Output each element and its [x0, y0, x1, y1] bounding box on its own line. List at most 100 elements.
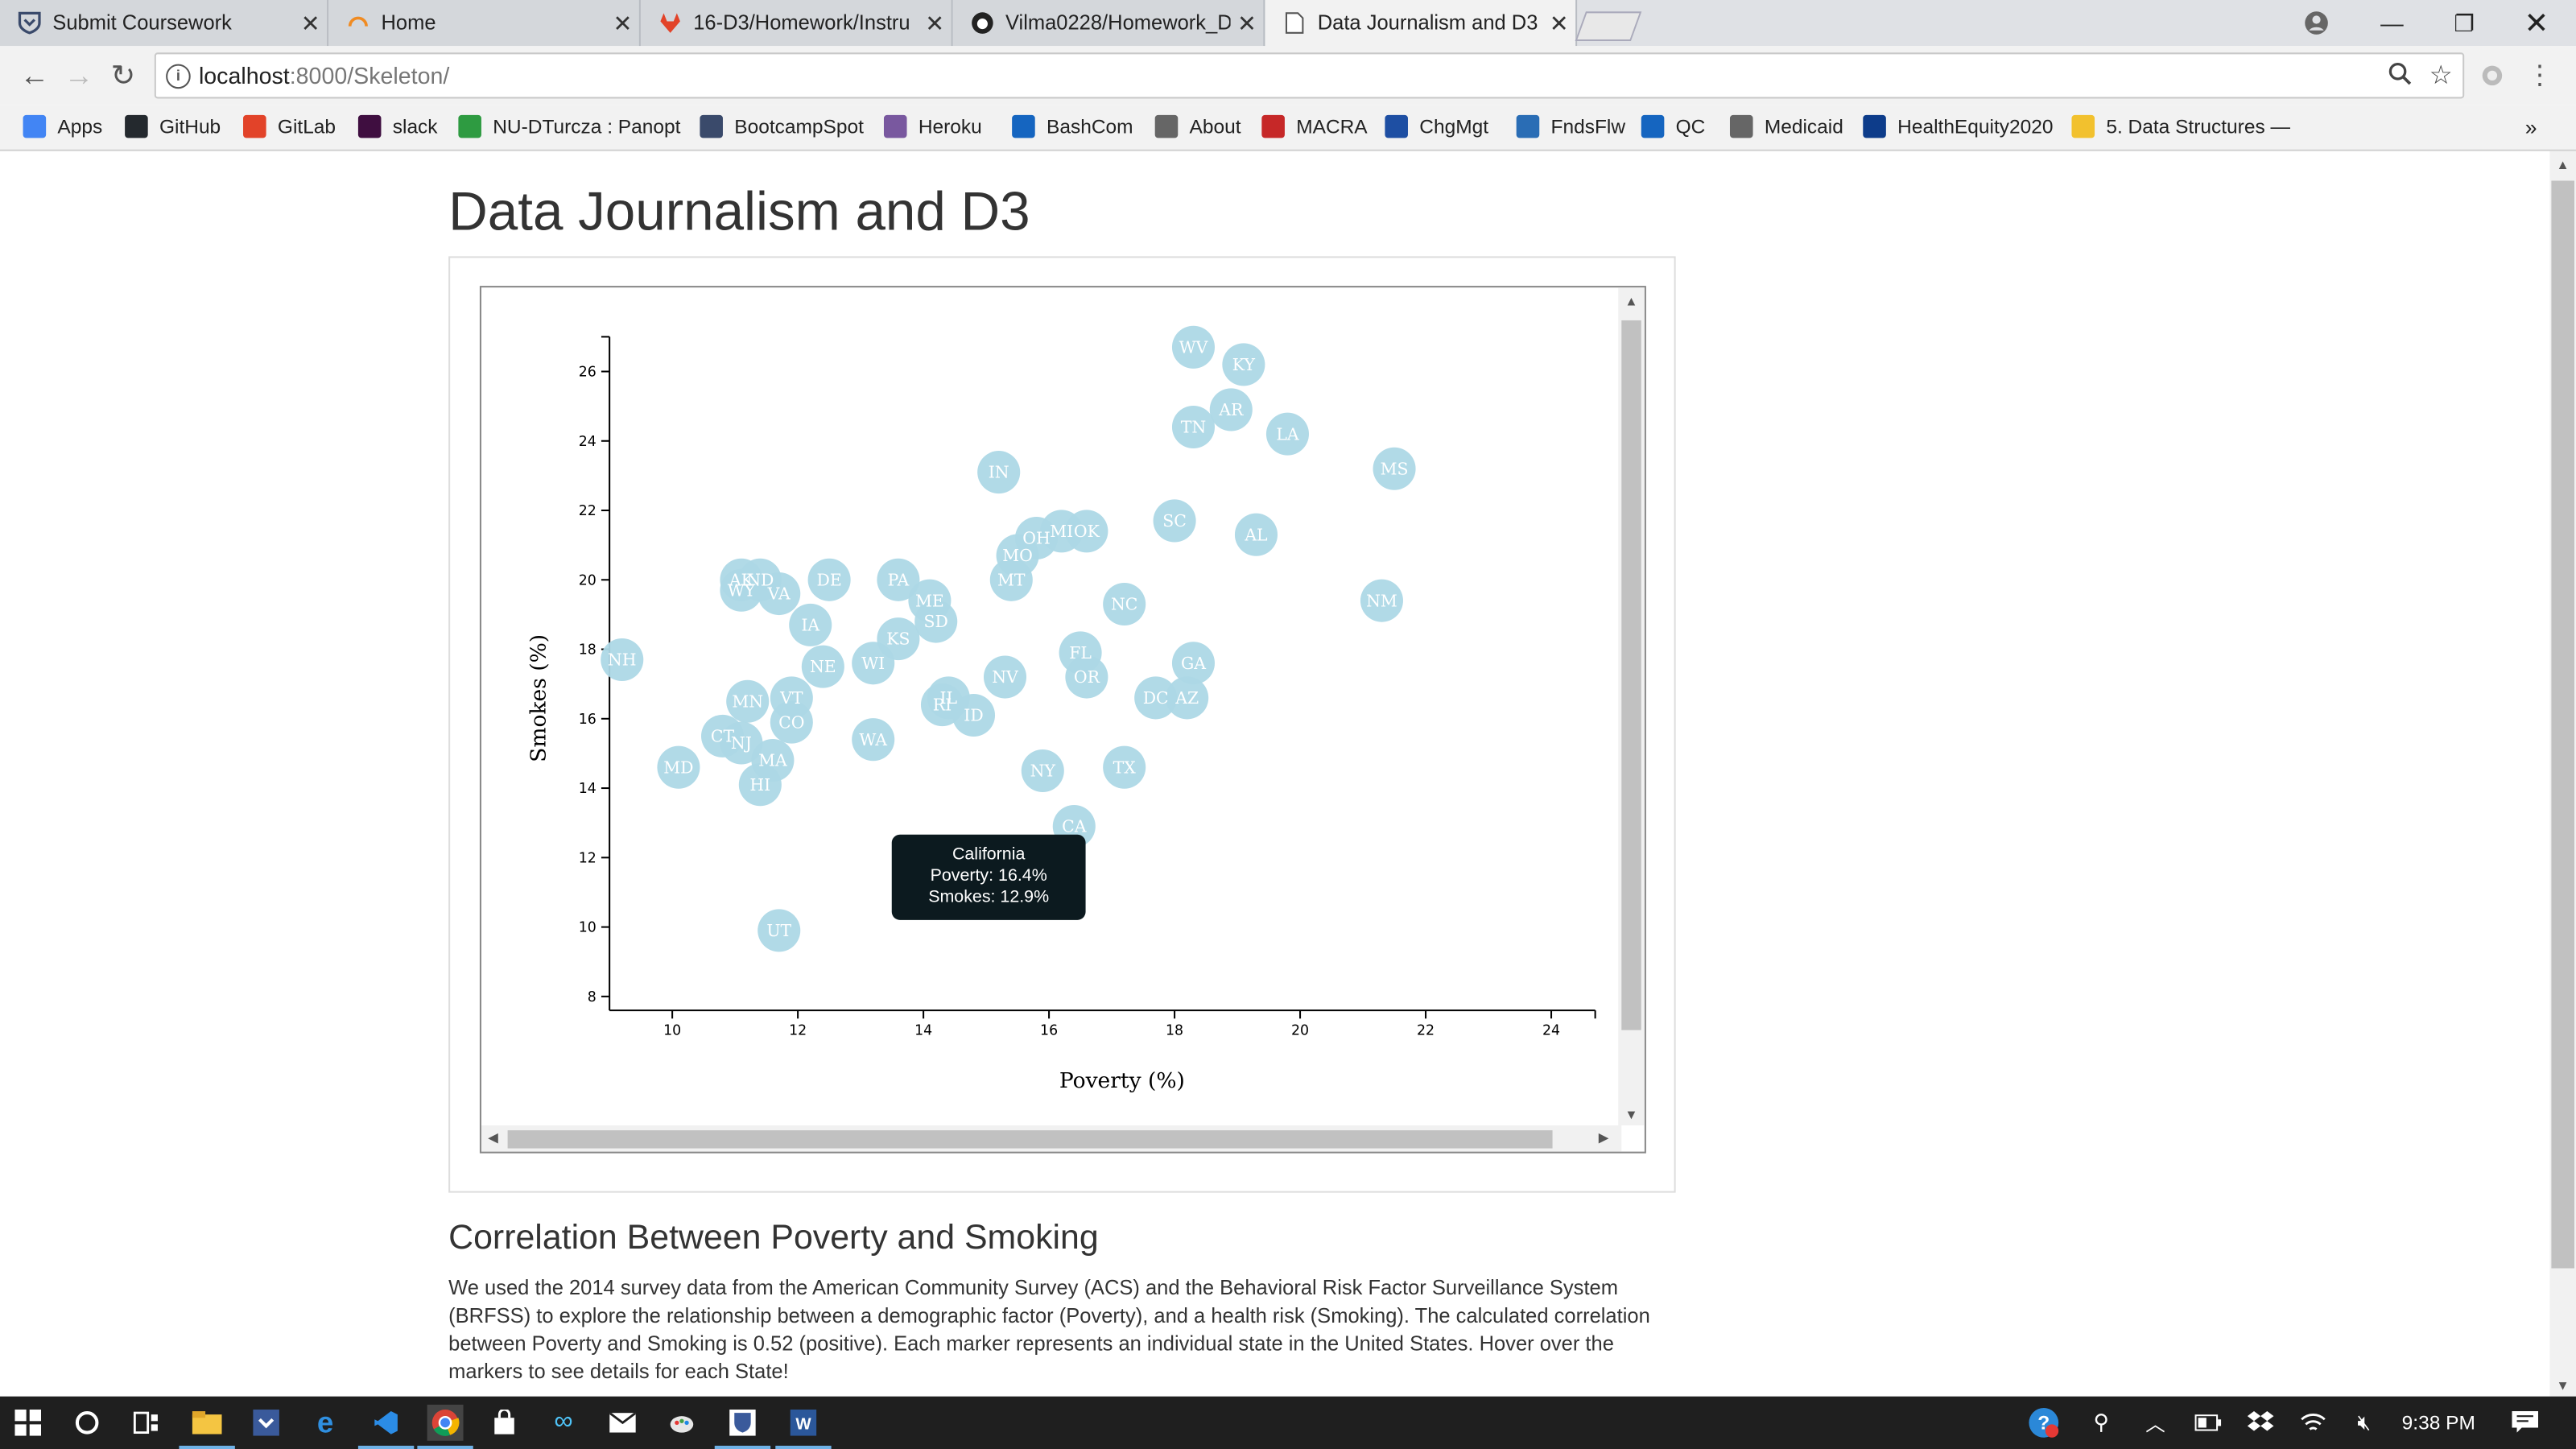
scroll-right-arrow-icon[interactable]: ▶	[1598, 1130, 1609, 1146]
bookmark-about[interactable]: About	[1154, 114, 1241, 138]
close-tab-icon[interactable]: ✕	[925, 9, 945, 35]
state-marker-ok[interactable]	[1065, 510, 1108, 553]
help-badge-icon[interactable]: ?	[2025, 1405, 2062, 1441]
file-explorer-icon[interactable]	[179, 1405, 235, 1449]
scroll-down-arrow-icon[interactable]: ▼	[2556, 1378, 2570, 1393]
bookmark-gitlab[interactable]: GitLab	[243, 114, 336, 138]
state-marker-ar[interactable]	[1209, 388, 1253, 431]
shopping-bag-icon[interactable]	[486, 1405, 522, 1441]
task-view-icon[interactable]	[128, 1405, 164, 1441]
state-marker-mn[interactable]	[726, 679, 770, 723]
restore-icon[interactable]: ❐	[2454, 9, 2475, 35]
bookmark-star-icon[interactable]: ☆	[2429, 62, 2453, 91]
page-scrollbar[interactable]: ▲ ▼	[2549, 151, 2576, 1397]
state-marker-nv[interactable]	[983, 655, 1027, 699]
chart-vertical-scrollbar[interactable]: ▲ ▼	[1618, 287, 1645, 1125]
state-marker-nh[interactable]	[601, 638, 644, 682]
windows-start-icon[interactable]	[10, 1405, 46, 1441]
state-marker-wy[interactable]	[720, 568, 763, 612]
paint-app-icon[interactable]	[663, 1405, 700, 1441]
tab-gitlab-instructions[interactable]: 16-D3/Homework/Instru ✕	[640, 0, 953, 47]
state-marker-sc[interactable]	[1153, 499, 1196, 543]
state-marker-wv[interactable]	[1171, 325, 1216, 369]
minimize-icon[interactable]: —	[2380, 10, 2404, 36]
bookmark-nu-dturcza-panopt[interactable]: NU-DTurcza : Panopt	[458, 114, 680, 138]
bookmark-macra[interactable]: MACRA	[1261, 114, 1368, 138]
bookmarks-overflow-icon[interactable]: »	[2524, 114, 2537, 140]
bookmark-healthequity2020[interactable]: HealthEquity2020	[1863, 114, 2053, 138]
extension-icon[interactable]	[2474, 57, 2510, 93]
state-marker-ky[interactable]	[1222, 343, 1265, 386]
state-marker-dc[interactable]	[1134, 676, 1178, 720]
tab-submit-coursework[interactable]: Submit Coursework ✕	[0, 0, 329, 47]
state-marker-ga[interactable]	[1171, 642, 1216, 685]
url-text[interactable]: localhost:8000/Skeleton/	[199, 63, 449, 89]
zoom-magnifier-icon[interactable]	[2387, 61, 2413, 94]
wifi-icon[interactable]	[2295, 1405, 2331, 1441]
state-marker-ia[interactable]	[789, 603, 832, 646]
tab-data-journalism[interactable]: Data Journalism and D3 ✕	[1265, 0, 1578, 47]
state-marker-ms[interactable]	[1373, 447, 1416, 490]
scroll-thumb[interactable]	[1621, 320, 1641, 1030]
reload-icon[interactable]: ↻	[110, 58, 136, 92]
forward-arrow-icon[interactable]: →	[64, 58, 94, 92]
volume-muted-icon[interactable]: 🔇︎	[2357, 1410, 2372, 1435]
state-marker-va[interactable]	[758, 572, 801, 616]
state-marker-id[interactable]	[952, 693, 996, 737]
scroll-down-arrow-icon[interactable]: ▼	[1624, 1107, 1638, 1122]
back-arrow-icon[interactable]: ←	[19, 58, 50, 92]
profile-icon[interactable]	[2281, 0, 2353, 46]
new-tab-button[interactable]	[1575, 11, 1642, 42]
state-marker-az[interactable]	[1166, 676, 1209, 720]
state-marker-ny[interactable]	[1021, 749, 1064, 793]
state-marker-mt[interactable]	[989, 558, 1033, 601]
bookmark-github[interactable]: GitHub	[125, 114, 221, 138]
edge-browser-icon[interactable]: e	[316, 1405, 334, 1439]
scroll-up-arrow-icon[interactable]: ▲	[1624, 294, 1638, 309]
bookmark-qc[interactable]: QC	[1641, 114, 1705, 138]
scroll-thumb[interactable]	[507, 1130, 1553, 1149]
state-marker-ne[interactable]	[801, 645, 844, 688]
state-marker-md[interactable]	[657, 745, 700, 789]
state-marker-tx[interactable]	[1103, 745, 1146, 789]
state-marker-de[interactable]	[807, 558, 851, 601]
bookmark-apps[interactable]: Apps	[23, 114, 103, 138]
state-marker-wa[interactable]	[852, 718, 895, 762]
scroll-left-arrow-icon[interactable]: ◀	[488, 1130, 498, 1146]
state-marker-nm[interactable]	[1360, 579, 1403, 622]
dropbox-icon[interactable]	[2243, 1405, 2279, 1441]
store-shield-icon[interactable]	[248, 1405, 284, 1441]
state-marker-sd[interactable]	[914, 600, 958, 643]
chrome-icon[interactable]	[417, 1404, 473, 1449]
people-icon[interactable]: ⚲	[2093, 1410, 2109, 1435]
bootcamp-shield-icon[interactable]	[714, 1405, 771, 1449]
state-marker-wi[interactable]	[852, 642, 895, 685]
battery-icon[interactable]	[2190, 1405, 2226, 1441]
close-tab-icon[interactable]: ✕	[613, 9, 633, 35]
state-marker-co[interactable]	[770, 700, 813, 744]
state-marker-pa[interactable]	[877, 558, 920, 601]
close-window-icon[interactable]: ✕	[2524, 6, 2549, 39]
state-marker-ut[interactable]	[758, 909, 801, 952]
bookmark-bootcampspot[interactable]: BootcampSpot	[700, 114, 864, 138]
state-marker-la[interactable]	[1265, 412, 1309, 456]
infinity-app-icon[interactable]: ∞	[554, 1407, 573, 1436]
state-marker-nj[interactable]	[720, 721, 763, 765]
bookmark-5-data-structures[interactable]: 5. Data Structures —	[2071, 114, 2290, 138]
scroll-thumb[interactable]	[2551, 180, 2574, 1269]
bookmark-heroku[interactable]: Heroku	[883, 114, 982, 138]
system-clock[interactable]: 9:38 PM	[2401, 1411, 2475, 1435]
mail-icon[interactable]	[605, 1405, 641, 1441]
cortana-search-icon[interactable]	[69, 1405, 105, 1441]
word-icon[interactable]: W	[775, 1405, 832, 1449]
bookmark-medicaid[interactable]: Medicaid	[1729, 114, 1843, 138]
address-bar[interactable]: i localhost:8000/Skeleton/ ☆	[154, 52, 2465, 99]
state-marker-nc[interactable]	[1103, 582, 1146, 626]
chart-horizontal-scrollbar[interactable]: ◀ ▶	[481, 1125, 1622, 1152]
action-center-icon[interactable]	[2507, 1405, 2543, 1441]
chevron-up-icon[interactable]: ︿	[2145, 1412, 2165, 1435]
vscode-icon[interactable]	[357, 1405, 415, 1449]
bookmark-fndsflw[interactable]: FndsFlw	[1516, 114, 1625, 138]
bookmark-bashcom[interactable]: BashCom	[1012, 114, 1133, 138]
state-marker-al[interactable]	[1234, 513, 1278, 556]
